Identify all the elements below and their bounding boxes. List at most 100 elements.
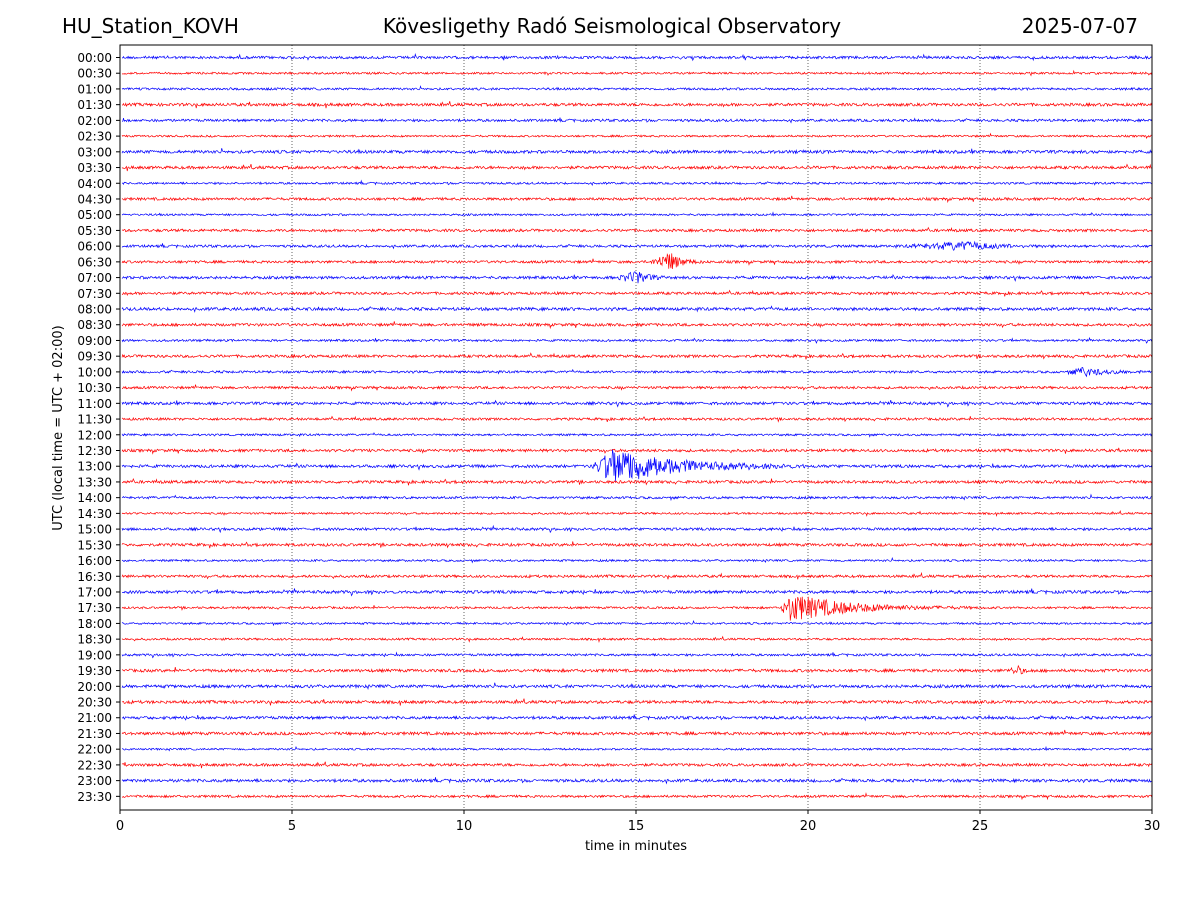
y-tick-label: 19:00 <box>77 648 112 662</box>
y-tick-label: 03:00 <box>77 145 112 159</box>
y-tick-label: 14:00 <box>77 491 112 505</box>
y-tick-label: 11:30 <box>77 413 112 427</box>
station-name: HU_Station_KOVH <box>62 14 239 38</box>
y-tick-label: 00:00 <box>77 51 112 65</box>
y-tick-label: 09:30 <box>77 350 112 364</box>
trace-row-1730 <box>121 596 1152 621</box>
y-tick-label: 18:00 <box>77 617 112 631</box>
trace-row-1300 <box>121 449 1153 482</box>
trace-row-1000 <box>121 366 1152 378</box>
trace-row-2030 <box>121 698 1153 706</box>
trace-row-1030 <box>121 384 1152 392</box>
trace-row-1630 <box>121 571 1153 580</box>
trace-row-2200 <box>122 745 1153 752</box>
trace-row-2330 <box>121 792 1153 801</box>
y-axis-label: UTC (local time = UTC + 02:00) <box>51 325 66 530</box>
y-tick-label: 02:30 <box>77 130 112 144</box>
trace-row-0230 <box>121 132 1152 140</box>
y-tick-label: 15:30 <box>77 538 112 552</box>
y-tick-label: 18:30 <box>77 633 112 647</box>
trace-row-1100 <box>121 399 1152 408</box>
y-tick-label: 00:30 <box>77 67 112 81</box>
y-tick-label: 10:30 <box>77 381 112 395</box>
y-tick-label: 11:00 <box>77 397 112 411</box>
traces <box>121 53 1153 801</box>
y-tick-label: 03:30 <box>77 161 112 175</box>
trace-row-1330 <box>121 477 1153 486</box>
x-tick-label: 0 <box>116 819 124 834</box>
trace-row-1500 <box>121 524 1153 534</box>
trace-row-1130 <box>121 415 1153 423</box>
y-tick-label: 01:30 <box>77 98 112 112</box>
y-tick-label: 21:30 <box>77 727 112 741</box>
y-tick-label: 06:00 <box>77 240 112 254</box>
trace-row-1200 <box>121 432 1153 438</box>
y-tick-label: 15:00 <box>77 523 112 537</box>
trace-row-0330 <box>121 163 1152 172</box>
trace-row-0700 <box>121 271 1152 284</box>
y-tick-label: 23:30 <box>77 790 112 804</box>
trace-row-2000 <box>121 682 1152 690</box>
trace-row-0100 <box>121 85 1152 92</box>
x-tick-label: 25 <box>972 819 989 834</box>
y-tick-label: 10:00 <box>77 365 112 379</box>
y-tick-label: 09:00 <box>77 334 112 348</box>
chart-title: Kövesligethy Radó Seismological Observat… <box>382 14 842 38</box>
y-tick-label: 17:30 <box>77 601 112 615</box>
y-tick-label: 23:00 <box>77 774 112 788</box>
x-tick-labels: 0 5 10 15 20 25 30 <box>116 810 1160 834</box>
x-tick-label: 15 <box>628 819 645 834</box>
y-tick-label: 08:00 <box>77 303 112 317</box>
y-tick-label: 22:30 <box>77 758 112 772</box>
trace-row-1600 <box>121 557 1152 564</box>
y-tick-label: 14:30 <box>77 507 112 521</box>
trace-row-0800 <box>121 305 1152 313</box>
y-tick-label: 13:30 <box>77 475 112 489</box>
x-tick-label: 5 <box>288 819 296 834</box>
trace-row-1430 <box>121 510 1153 518</box>
y-tick-label: 02:00 <box>77 114 112 128</box>
trace-row-0600 <box>121 240 1153 252</box>
y-tick-label: 17:00 <box>77 585 112 599</box>
trace-row-0730 <box>121 289 1153 297</box>
y-tick-label: 12:00 <box>77 428 112 442</box>
trace-row-1530 <box>121 541 1153 549</box>
trace-row-0200 <box>121 117 1153 124</box>
x-tick-label: 10 <box>456 819 473 834</box>
trace-row-1930 <box>121 664 1152 675</box>
y-tick-label: 12:30 <box>77 444 112 458</box>
y-tick-label: 20:00 <box>77 680 112 694</box>
trace-row-0630 <box>121 253 1152 269</box>
trace-row-0830 <box>121 321 1153 330</box>
trace-row-0430 <box>121 195 1153 204</box>
trace-row-2100 <box>121 714 1152 722</box>
trace-row-0930 <box>121 352 1153 360</box>
trace-row-2230 <box>121 761 1153 769</box>
y-tick-label: 05:00 <box>77 208 112 222</box>
y-tick-label: 21:00 <box>77 711 112 725</box>
y-tick-label: 01:00 <box>77 82 112 96</box>
y-tick-label: 22:00 <box>77 743 112 757</box>
y-tick-label: 08:30 <box>77 318 112 332</box>
trace-row-0500 <box>121 211 1152 217</box>
trace-row-1900 <box>121 651 1152 659</box>
trace-row-1700 <box>121 588 1152 597</box>
y-tick-label: 04:00 <box>77 177 112 191</box>
x-tick-label: 20 <box>800 819 817 834</box>
trace-row-1400 <box>121 493 1152 502</box>
trace-row-2300 <box>121 777 1152 785</box>
y-tick-label: 04:30 <box>77 192 112 206</box>
grid-lines <box>291 45 981 810</box>
trace-row-0130 <box>121 101 1153 109</box>
x-axis-label: time in minutes <box>585 839 687 854</box>
chart-date: 2025-07-07 <box>1021 14 1138 38</box>
y-tick-label: 06:30 <box>77 255 112 269</box>
y-tick-label: 16:30 <box>77 570 112 584</box>
trace-row-0000 <box>121 53 1152 62</box>
trace-row-1800 <box>121 619 1153 627</box>
trace-row-1230 <box>121 447 1152 455</box>
y-tick-label: 16:00 <box>77 554 112 568</box>
trace-row-0300 <box>121 148 1153 155</box>
trace-row-1830 <box>121 635 1152 643</box>
